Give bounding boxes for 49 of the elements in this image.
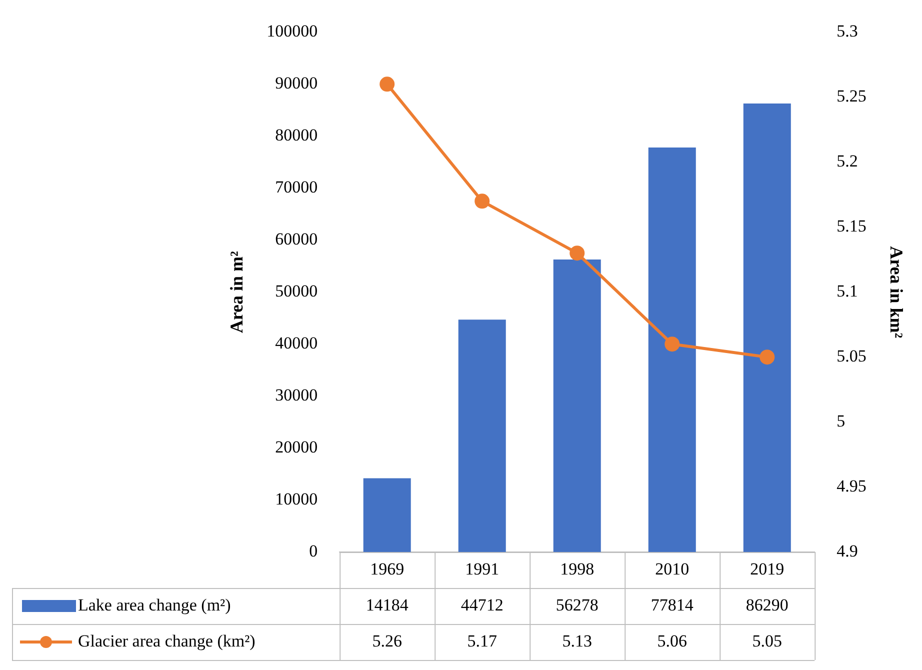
y2-tick-label: 5.25 xyxy=(836,86,866,106)
bar xyxy=(553,259,601,552)
bar xyxy=(648,148,696,552)
y-tick-label: 60000 xyxy=(275,230,318,249)
y2-axis-title: Area in km² xyxy=(886,246,907,338)
y2-tick-label: 4.95 xyxy=(836,476,866,496)
data-label: 5.13 xyxy=(562,631,592,650)
x-tick-label: 2010 xyxy=(655,559,690,578)
legend-label: Glacier area change (km²) xyxy=(78,631,256,650)
bar xyxy=(458,320,506,552)
y-tick-label: 40000 xyxy=(275,334,318,353)
data-label: 77814 xyxy=(650,595,694,614)
x-tick-label: 1969 xyxy=(370,559,404,578)
point xyxy=(760,350,775,365)
y-tick-label: 80000 xyxy=(275,126,318,145)
y-tick-label: 70000 xyxy=(275,178,318,197)
y-tick-label: 30000 xyxy=(275,386,318,405)
data-label: 56278 xyxy=(556,595,598,614)
y2-tick-label: 5.05 xyxy=(836,346,866,366)
y-tick-label: 0 xyxy=(309,541,318,560)
x-tick-label: 1998 xyxy=(560,559,594,578)
y2-tick-label: 4.9 xyxy=(836,541,858,560)
y2-tick-label: 5.3 xyxy=(836,22,858,41)
bar xyxy=(363,478,411,552)
x-tick-label: 2019 xyxy=(750,559,784,578)
point xyxy=(664,336,680,352)
data-label: 44712 xyxy=(460,595,504,614)
y-tick-label: 50000 xyxy=(275,282,318,301)
point xyxy=(570,246,585,261)
y-axis-title: Area in m² xyxy=(226,251,246,334)
y-tick-label: 20000 xyxy=(275,438,318,457)
data-label: 5.05 xyxy=(752,631,782,650)
y-tick-label: 10000 xyxy=(275,489,318,508)
data-label: 5.06 xyxy=(657,631,688,650)
y2-tick-label: 5 xyxy=(836,412,846,431)
data-label: 14184 xyxy=(366,595,409,614)
y2-tick-label: 5.2 xyxy=(836,152,858,171)
legend-label: Lake area change (m²) xyxy=(78,595,231,614)
y2-tick-label: 5.15 xyxy=(836,216,866,236)
point xyxy=(380,76,395,92)
bar xyxy=(743,103,791,552)
data-label: 5.26 xyxy=(372,631,402,650)
x-tick-label: 1991 xyxy=(465,559,500,578)
point xyxy=(474,194,490,209)
y2-tick-label: 5.1 xyxy=(836,282,858,301)
y-tick-label: 100000 xyxy=(266,22,318,41)
data-label: 5.17 xyxy=(467,631,498,650)
y-tick-label: 90000 xyxy=(275,74,318,93)
data-label: 86290 xyxy=(746,595,788,614)
